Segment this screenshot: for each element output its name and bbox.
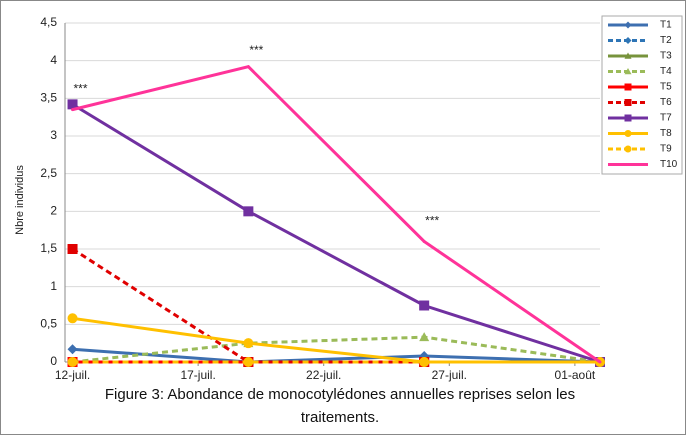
marker	[67, 244, 78, 254]
annotation: ***	[74, 82, 88, 96]
legend-marker	[624, 37, 632, 44]
legend-label: T2	[660, 35, 672, 46]
legend-label: T8	[660, 128, 672, 139]
caption: Figure 3: Abondance de monocotylédones a…	[105, 386, 575, 403]
marker	[422, 239, 426, 243]
legend-label: T5	[660, 82, 672, 93]
legend-marker	[624, 145, 632, 153]
legend-label: T3	[660, 51, 672, 62]
x-tick-label: 22-juil.	[306, 368, 341, 382]
legend-marker	[624, 114, 632, 122]
legend-marker	[624, 130, 632, 137]
x-tick-label: 17-juil.	[180, 368, 215, 382]
y-tick-label: 3	[50, 128, 57, 142]
y-tick-label: 0,5	[40, 317, 57, 331]
marker	[67, 344, 78, 355]
y-tick-label: 2	[50, 204, 57, 218]
series-line	[72, 347, 601, 364]
x-tick-label: 27-juil.	[432, 368, 467, 382]
marker	[243, 206, 254, 217]
marker	[419, 357, 430, 367]
legend-marker	[624, 83, 632, 91]
legend-marker	[624, 68, 632, 75]
annotation: ***	[249, 43, 263, 57]
y-tick-label: 1	[50, 279, 57, 293]
y-tick-label: 4	[50, 53, 57, 67]
legend-label: T4	[660, 66, 672, 77]
series-line	[72, 316, 600, 364]
marker	[246, 65, 250, 69]
x-tick-label: 01-août	[555, 368, 596, 382]
legend-marker	[624, 21, 632, 29]
y-axis-label: Nbre individus	[14, 165, 26, 235]
legend-marker	[624, 52, 632, 59]
marker	[243, 338, 254, 349]
legend-marker	[624, 99, 632, 106]
series-line	[72, 65, 601, 364]
marker	[71, 108, 75, 112]
marker	[67, 313, 78, 324]
caption: traitements.	[301, 409, 379, 426]
legend-label: T9	[660, 144, 672, 155]
marker	[243, 357, 254, 367]
annotation: ***	[425, 214, 439, 228]
x-tick-label: 12-juil.	[55, 368, 90, 382]
marker	[67, 357, 78, 367]
marker	[419, 300, 430, 311]
legend-label: T1	[660, 20, 672, 31]
series-line	[71, 103, 601, 364]
marker	[67, 99, 78, 110]
legend-label: T7	[660, 113, 672, 124]
y-tick-label: 4,5	[40, 15, 57, 29]
legend-label: T10	[660, 159, 678, 170]
legend-label: T6	[660, 97, 672, 108]
y-tick-label: 0	[50, 354, 57, 368]
series-line	[72, 335, 601, 364]
marker	[598, 360, 602, 364]
y-tick-label: 3,5	[40, 91, 57, 105]
y-tick-label: 2,5	[40, 166, 57, 180]
marker	[419, 332, 430, 342]
y-tick-label: 1,5	[40, 241, 57, 255]
